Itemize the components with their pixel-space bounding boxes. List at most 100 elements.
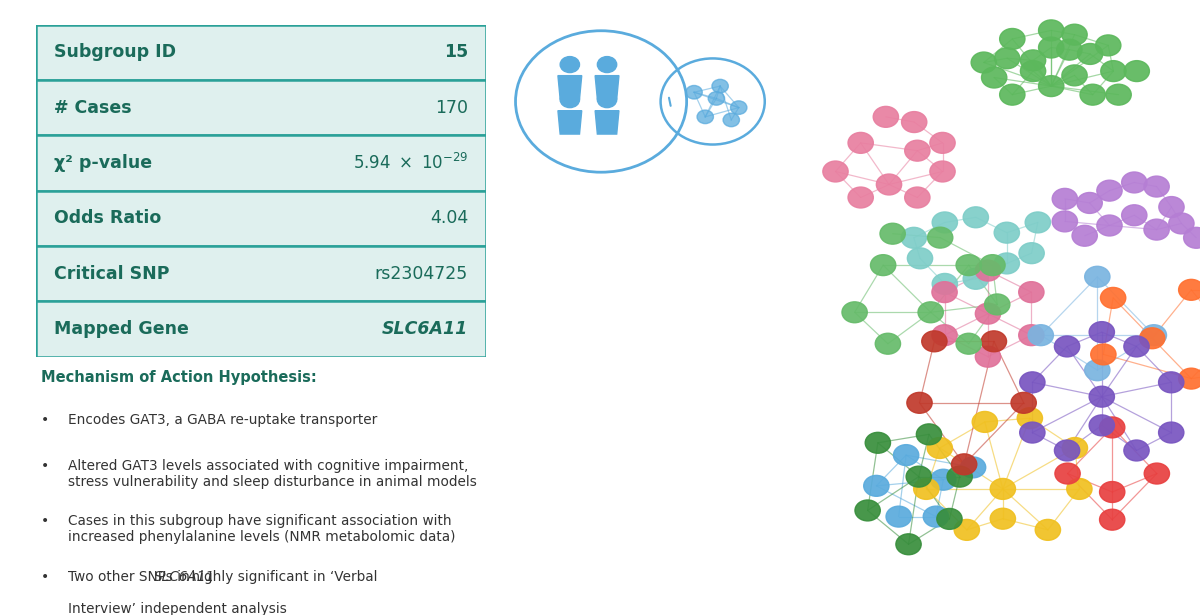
Circle shape — [896, 534, 922, 555]
Circle shape — [1018, 408, 1043, 429]
Text: 170: 170 — [436, 98, 468, 117]
Circle shape — [930, 132, 955, 153]
Text: Altered GAT3 levels associated with cognitive impairment,
stress vulnerability a: Altered GAT3 levels associated with cogn… — [68, 459, 478, 489]
Circle shape — [1020, 372, 1045, 393]
Circle shape — [875, 333, 900, 354]
Circle shape — [1012, 392, 1037, 413]
Circle shape — [976, 260, 1001, 281]
Circle shape — [1099, 417, 1124, 438]
Circle shape — [930, 161, 955, 182]
Text: Mapped Gene: Mapped Gene — [54, 320, 188, 338]
Circle shape — [1178, 279, 1200, 300]
Circle shape — [994, 222, 1020, 243]
Circle shape — [954, 520, 979, 541]
Circle shape — [913, 478, 938, 499]
Text: # Cases: # Cases — [54, 98, 132, 117]
Circle shape — [976, 303, 1001, 324]
Circle shape — [1000, 84, 1025, 105]
Circle shape — [686, 85, 702, 99]
Circle shape — [964, 268, 989, 289]
Text: rs2304725: rs2304725 — [374, 264, 468, 283]
Circle shape — [560, 57, 580, 73]
Circle shape — [1055, 463, 1080, 484]
Circle shape — [928, 227, 953, 248]
Circle shape — [708, 92, 725, 105]
Text: Mechanism of Action Hypothesis:: Mechanism of Action Hypothesis: — [41, 370, 317, 386]
Circle shape — [886, 506, 911, 527]
Circle shape — [960, 457, 985, 478]
Circle shape — [923, 506, 948, 527]
Circle shape — [864, 475, 889, 496]
Text: •: • — [41, 459, 49, 473]
Text: Two other SNPs in: Two other SNPs in — [68, 569, 194, 584]
Circle shape — [1097, 180, 1122, 201]
Circle shape — [1144, 219, 1169, 240]
FancyBboxPatch shape — [36, 135, 486, 191]
Circle shape — [1078, 44, 1103, 65]
Circle shape — [984, 294, 1010, 315]
Circle shape — [1072, 225, 1097, 246]
Circle shape — [894, 445, 919, 466]
Circle shape — [1178, 368, 1200, 389]
Circle shape — [1144, 176, 1169, 197]
Circle shape — [982, 67, 1007, 88]
Circle shape — [874, 106, 899, 127]
Text: Subgroup ID: Subgroup ID — [54, 43, 176, 62]
Text: highly significant in ‘Verbal: highly significant in ‘Verbal — [187, 569, 377, 584]
Circle shape — [1055, 336, 1080, 357]
Circle shape — [1055, 440, 1080, 461]
Circle shape — [952, 454, 977, 475]
Text: 4.04: 4.04 — [430, 209, 468, 228]
Circle shape — [1141, 325, 1166, 346]
Circle shape — [1057, 39, 1082, 60]
Circle shape — [947, 466, 972, 487]
Circle shape — [1122, 172, 1147, 193]
Circle shape — [995, 48, 1020, 69]
Circle shape — [1090, 322, 1115, 343]
Circle shape — [1020, 61, 1045, 82]
Text: •: • — [41, 413, 49, 427]
Polygon shape — [595, 76, 619, 99]
Circle shape — [932, 212, 958, 233]
Text: Interview’ independent analysis: Interview’ independent analysis — [68, 603, 287, 615]
Circle shape — [1099, 482, 1124, 502]
Text: Cases in this subgroup have significant association with
increased phenylalanine: Cases in this subgroup have significant … — [68, 514, 456, 544]
Circle shape — [1062, 24, 1087, 45]
Circle shape — [1019, 243, 1044, 264]
Circle shape — [1052, 188, 1078, 209]
Circle shape — [1124, 61, 1150, 82]
Text: Odds Ratio: Odds Ratio — [54, 209, 161, 228]
Circle shape — [598, 57, 617, 73]
Circle shape — [1096, 35, 1121, 56]
Text: $5.94\ \times\ 10^{-29}$: $5.94\ \times\ 10^{-29}$ — [353, 153, 468, 173]
Circle shape — [854, 500, 881, 521]
Circle shape — [906, 466, 931, 487]
Circle shape — [907, 392, 932, 413]
Circle shape — [870, 255, 895, 276]
Circle shape — [980, 255, 1006, 276]
Text: •: • — [41, 514, 49, 528]
Circle shape — [1100, 287, 1126, 308]
Circle shape — [932, 274, 958, 295]
FancyBboxPatch shape — [36, 246, 486, 301]
Text: SLC6A11: SLC6A11 — [382, 320, 468, 338]
Circle shape — [1158, 422, 1184, 443]
Circle shape — [1038, 20, 1064, 41]
Circle shape — [712, 79, 728, 93]
Circle shape — [848, 132, 874, 153]
Circle shape — [1100, 61, 1126, 82]
Circle shape — [1038, 76, 1064, 97]
Circle shape — [901, 111, 926, 132]
Circle shape — [1028, 325, 1054, 346]
Circle shape — [823, 161, 848, 182]
Circle shape — [918, 302, 943, 323]
Circle shape — [876, 174, 901, 195]
Circle shape — [956, 333, 982, 354]
Circle shape — [848, 187, 874, 208]
Circle shape — [1062, 437, 1087, 458]
Circle shape — [994, 253, 1020, 274]
Circle shape — [964, 207, 989, 228]
Circle shape — [1145, 463, 1170, 484]
Circle shape — [560, 92, 580, 108]
Circle shape — [905, 140, 930, 161]
